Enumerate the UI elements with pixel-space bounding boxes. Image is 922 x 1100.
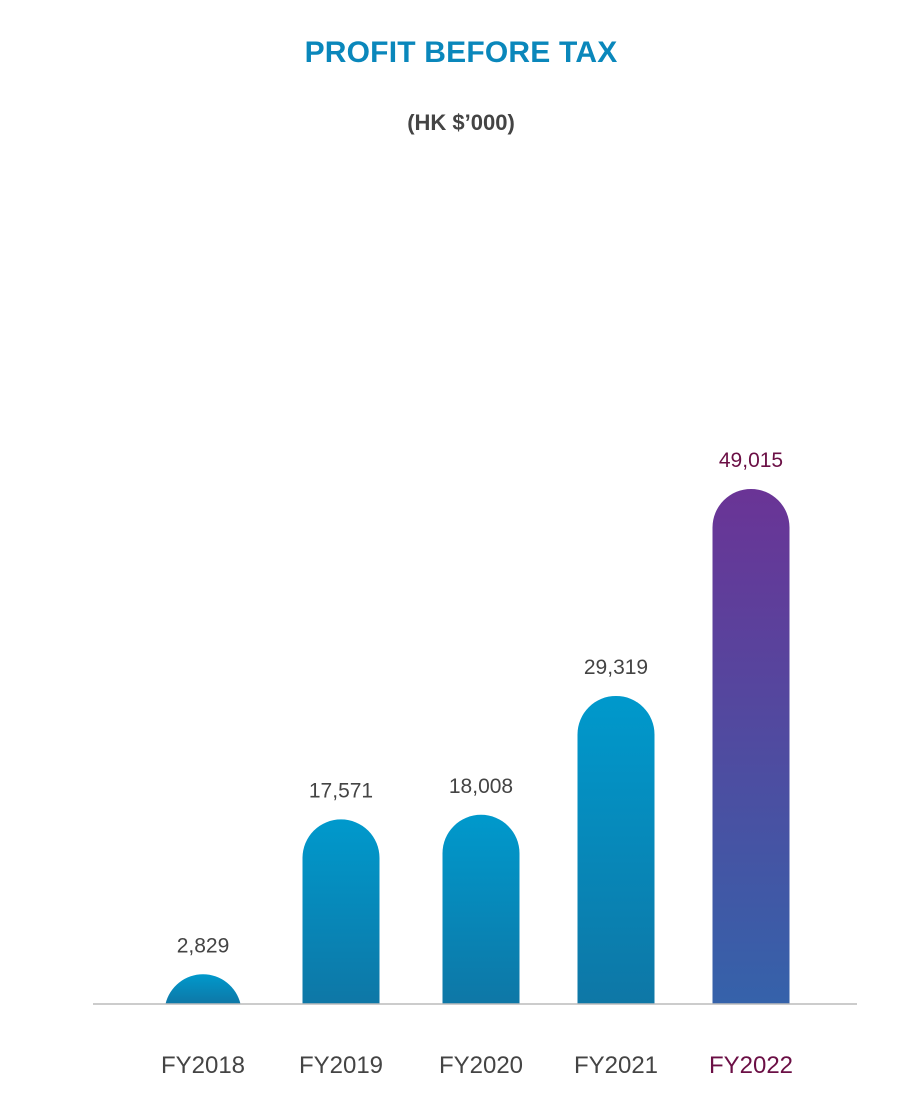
- bar-fy2022: [712, 489, 790, 1004]
- chart-subtitle: (HK $’000): [407, 110, 515, 135]
- category-label-fy2022: FY2022: [709, 1052, 793, 1079]
- value-label-fy2019: 17,571: [309, 779, 373, 802]
- category-label-fy2018: FY2018: [161, 1052, 245, 1079]
- category-label-fy2021: FY2021: [574, 1052, 658, 1079]
- value-label-fy2021: 29,319: [584, 656, 648, 679]
- bar-fy2021: [577, 695, 655, 1004]
- value-label-fy2022: 49,015: [719, 449, 783, 472]
- bar-fy2019: [302, 819, 380, 1004]
- category-label-fy2020: FY2020: [439, 1052, 523, 1079]
- value-label-fy2018: 2,829: [177, 934, 230, 957]
- labels-layer: 2,829 FY2018 17,571 FY2019 18,008 FY2020 29,31…: [161, 449, 793, 1079]
- value-label-fy2020: 18,008: [449, 775, 513, 798]
- bars-layer: [165, 489, 790, 1004]
- bar-fy2020: [442, 814, 520, 1004]
- chart-title: PROFIT BEFORE TAX: [304, 36, 618, 69]
- bar-fy2018: [165, 974, 241, 1004]
- category-label-fy2019: FY2019: [299, 1052, 383, 1079]
